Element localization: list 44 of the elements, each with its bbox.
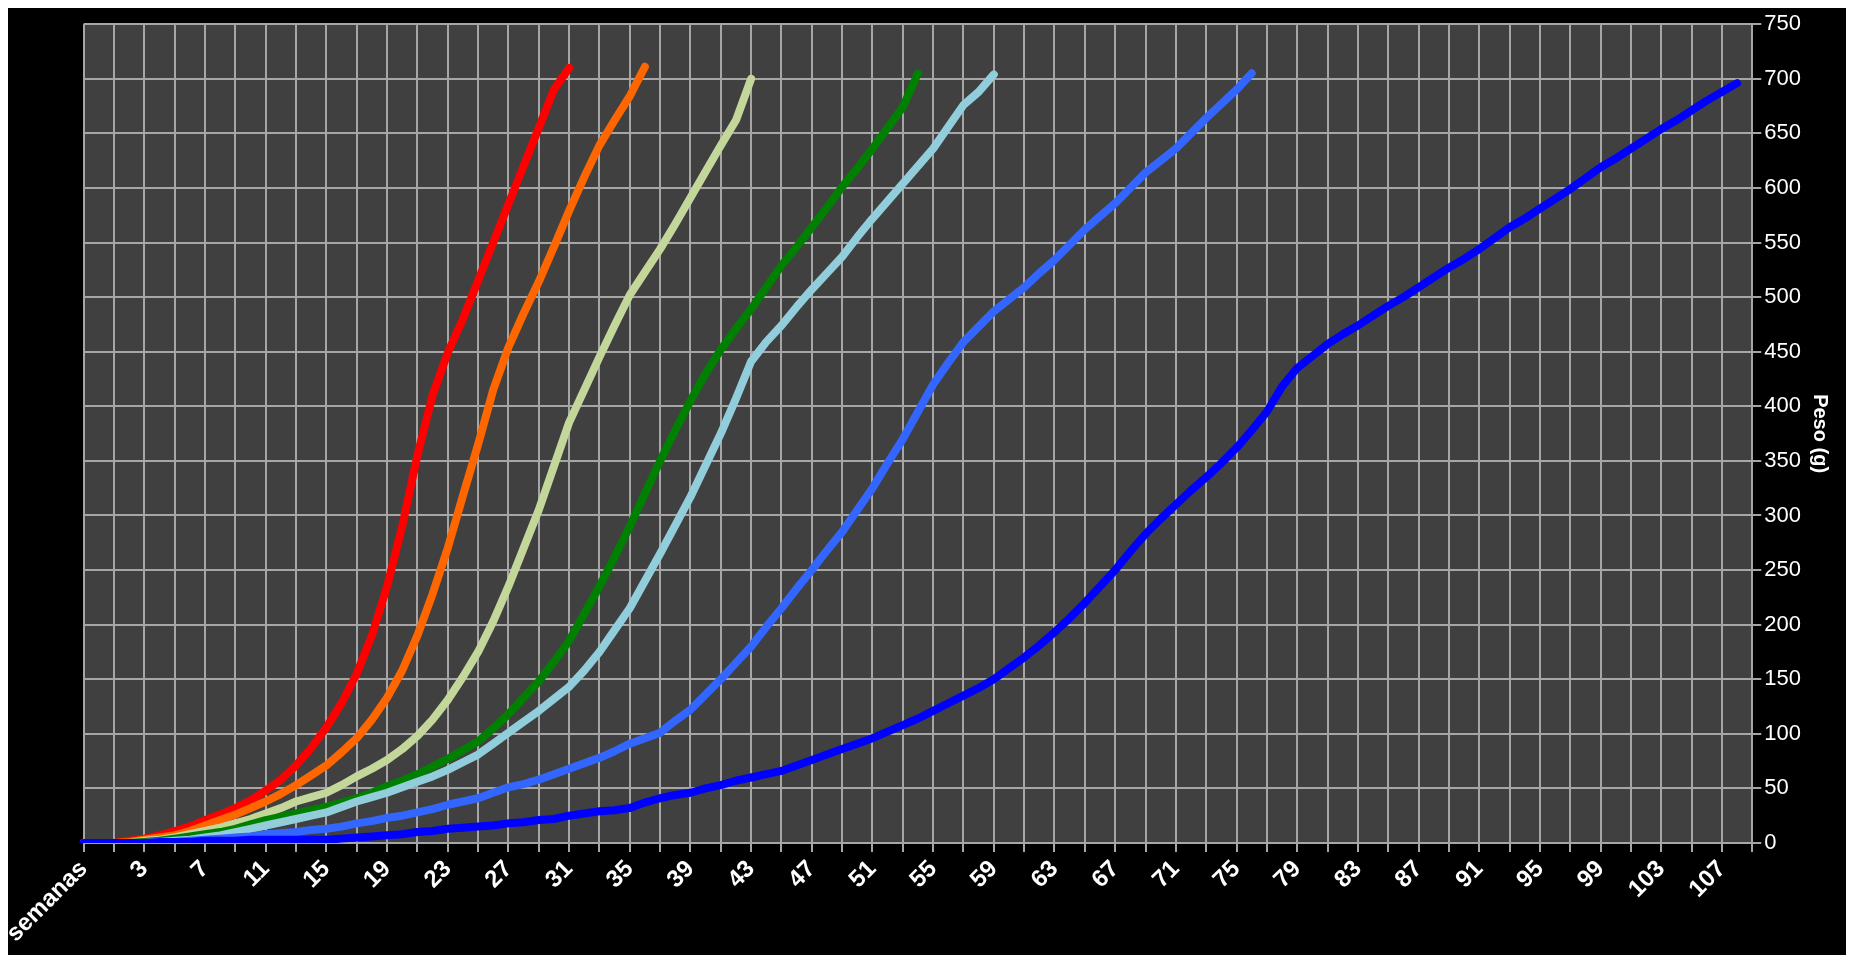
x-tick-label: 39	[660, 854, 699, 893]
y-tick-label: 100	[1764, 719, 1802, 745]
x-tick-label: 71	[1146, 854, 1185, 893]
y-tick-label: 500	[1764, 283, 1802, 309]
x-tick-label: 3	[124, 854, 153, 883]
x-tick-label: 55	[903, 854, 942, 893]
y-tick-label: 0	[1764, 829, 1777, 855]
x-tick-label: 63	[1024, 854, 1063, 893]
x-tick-label: 83	[1328, 854, 1367, 893]
x-tick-label: 31	[539, 854, 578, 893]
y-tick-label: 50	[1764, 774, 1789, 800]
y-tick-label: 200	[1764, 610, 1802, 636]
x-tick-label: 95	[1510, 854, 1549, 893]
x-tick-label: 59	[964, 854, 1003, 893]
y-axis-title: Peso (g)	[1810, 394, 1833, 474]
x-tick-label: 99	[1570, 854, 1609, 893]
x-tick-label: 35	[600, 854, 638, 893]
y-tick-label: 550	[1764, 228, 1802, 254]
x-tick-label: 11	[236, 854, 274, 892]
x-tick-label: 15	[296, 854, 335, 893]
y-tick-label: 600	[1764, 174, 1802, 200]
x-tick-label: 51	[842, 854, 881, 893]
y-tick-label: 250	[1764, 556, 1802, 582]
x-tick-label: 67	[1085, 854, 1124, 893]
x-tick-label: 23	[417, 854, 456, 893]
x-tick-label: 91	[1449, 854, 1488, 893]
x-tick-label: 43	[721, 854, 760, 893]
x-tick-label: 19	[357, 854, 396, 893]
x-tick-label: 47	[782, 854, 820, 893]
x-tick-label: 107	[1682, 854, 1731, 902]
y-tick-label: 700	[1764, 64, 1802, 90]
y-tick-label: 150	[1764, 665, 1802, 691]
x-tick-label: 75	[1206, 854, 1245, 893]
x-tick-label: 27	[478, 854, 517, 893]
y-tick-label: 400	[1764, 392, 1802, 418]
x-tick-label: 103	[1622, 854, 1670, 902]
x-tick-label: 79	[1267, 854, 1306, 893]
y-tick-label: 350	[1764, 446, 1802, 472]
y-tick-label: 450	[1764, 337, 1802, 363]
y-tick-label: 650	[1764, 119, 1802, 145]
x-tick-label: 7	[184, 854, 214, 883]
y-tick-label: 750	[1764, 10, 1802, 36]
y-tick-label: 300	[1764, 501, 1802, 527]
x-tick-label: 87	[1388, 854, 1427, 893]
